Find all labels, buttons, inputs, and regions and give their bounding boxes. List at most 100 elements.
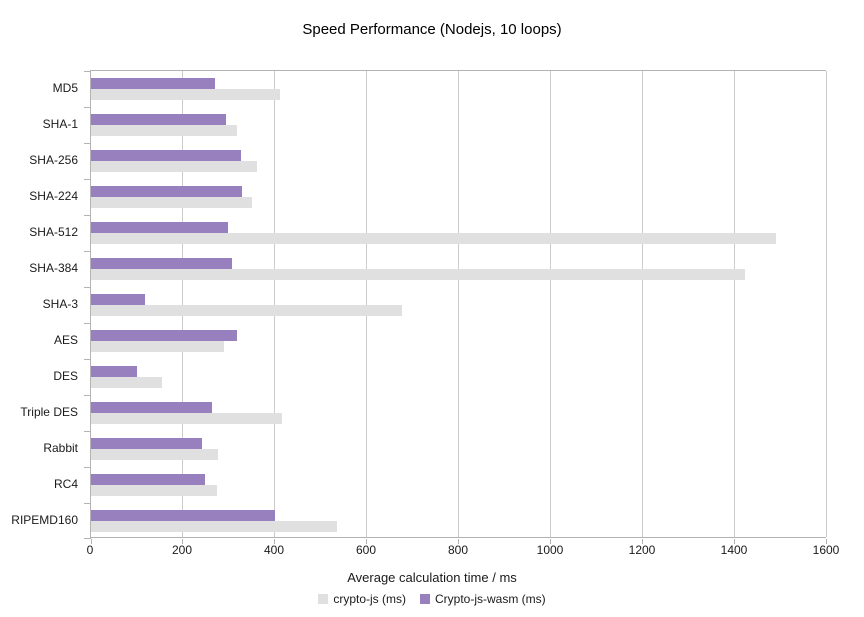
- x-axis-tick-label-600: 600: [355, 543, 377, 557]
- bar-crypto-js-ms--AES: [91, 341, 224, 352]
- bar-crypto-js-ms--SHA-3: [91, 305, 402, 316]
- bar-crypto-js-ms--SHA-512: [91, 233, 776, 244]
- bar-crypto-js-ms--SHA-224: [91, 197, 252, 208]
- x-axis-title: Average calculation time / ms: [347, 570, 517, 585]
- y-axis-tick: [84, 251, 91, 252]
- legend-label: Crypto-js-wasm (ms): [435, 592, 546, 606]
- x-axis-tick-800: [458, 539, 459, 544]
- bar-row-SHA-512: [91, 215, 827, 251]
- bar-row-SHA-3: [91, 287, 827, 323]
- bar-row-SHA-1: [91, 107, 827, 143]
- gridline-400: [274, 71, 275, 537]
- bar-row-SHA-256: [91, 143, 827, 179]
- bar-crypto-js-wasm-ms--RIPEMD160: [91, 510, 275, 521]
- y-axis-tick: [84, 538, 91, 539]
- y-axis-tick: [84, 395, 91, 396]
- bar-crypto-js-wasm-ms--AES: [91, 330, 237, 341]
- gridline-1400: [734, 71, 735, 537]
- y-axis-label-Triple DES: Triple DES: [20, 405, 78, 419]
- x-axis-tick-label-200: 200: [171, 543, 193, 557]
- bar-crypto-js-wasm-ms--SHA-3: [91, 294, 145, 305]
- gridline-1600: [826, 71, 827, 537]
- legend: crypto-js (ms) Crypto-js-wasm (ms): [0, 592, 864, 606]
- gridline-1000: [550, 71, 551, 537]
- bar-crypto-js-wasm-ms--SHA-384: [91, 258, 232, 269]
- bar-row-Rabbit: [91, 431, 827, 467]
- x-axis-tick-label-800: 800: [447, 543, 469, 557]
- y-axis-tick: [84, 71, 91, 72]
- y-axis-label-SHA-256: SHA-256: [29, 153, 78, 167]
- y-axis-label-SHA-1: SHA-1: [42, 117, 78, 131]
- gridline-800: [458, 71, 459, 537]
- gridline-600: [366, 71, 367, 537]
- bar-crypto-js-wasm-ms--Rabbit: [91, 438, 202, 449]
- bar-crypto-js-wasm-ms--DES: [91, 366, 137, 377]
- y-axis-label-Rabbit: Rabbit: [43, 441, 78, 455]
- x-axis-tick-label-0: 0: [86, 543, 94, 557]
- y-axis-label-SHA-384: SHA-384: [29, 261, 78, 275]
- y-axis-label-SHA-224: SHA-224: [29, 189, 78, 203]
- x-axis-tick-label-1000: 1000: [536, 543, 564, 557]
- bar-crypto-js-ms--SHA-384: [91, 269, 745, 280]
- x-axis-tick-1200: [642, 539, 643, 544]
- bar-row-MD5: [91, 71, 827, 107]
- y-axis-label-SHA-512: SHA-512: [29, 225, 78, 239]
- legend-label: crypto-js (ms): [333, 592, 406, 606]
- y-axis-tick: [84, 359, 91, 360]
- gridline-200: [182, 71, 183, 537]
- legend-item-crypto-js-ms-: crypto-js (ms): [318, 592, 406, 606]
- bar-crypto-js-wasm-ms--RC4: [91, 474, 205, 485]
- legend-swatch-icon: [318, 594, 329, 604]
- chart-title: Speed Performance (Nodejs, 10 loops): [302, 21, 562, 38]
- y-axis-tick: [84, 287, 91, 288]
- bar-row-RC4: [91, 467, 827, 503]
- y-axis-tick: [84, 143, 91, 144]
- x-axis-tick-200: [182, 539, 183, 544]
- x-axis-tick-0: [91, 539, 92, 544]
- legend-item-crypto-js-wasm-ms-: Crypto-js-wasm (ms): [420, 592, 546, 606]
- bar-crypto-js-ms--SHA-1: [91, 125, 237, 136]
- bar-row-SHA-224: [91, 179, 827, 215]
- bar-crypto-js-wasm-ms--SHA-512: [91, 222, 228, 233]
- y-axis-tick: [84, 503, 91, 504]
- y-axis-tick: [84, 323, 91, 324]
- bar-crypto-js-ms--MD5: [91, 89, 280, 100]
- legend-swatch-icon: [420, 594, 430, 604]
- y-axis-tick: [84, 467, 91, 468]
- bar-crypto-js-ms--RC4: [91, 485, 217, 496]
- bar-crypto-js-wasm-ms--SHA-224: [91, 186, 242, 197]
- bar-crypto-js-ms--SHA-256: [91, 161, 257, 172]
- bar-crypto-js-wasm-ms--MD5: [91, 78, 215, 89]
- bar-crypto-js-ms--DES: [91, 377, 162, 388]
- x-axis-tick-label-400: 400: [263, 543, 285, 557]
- y-axis-label-DES: DES: [53, 369, 78, 383]
- y-axis-label-MD5: MD5: [52, 81, 78, 95]
- bar-crypto-js-wasm-ms--SHA-256: [91, 150, 241, 161]
- bar-row-SHA-384: [91, 251, 827, 287]
- x-axis-tick-1000: [550, 539, 551, 544]
- bar-crypto-js-ms--RIPEMD160: [91, 521, 337, 532]
- y-axis-label-RC4: RC4: [53, 477, 78, 491]
- plot-area: [84, 70, 827, 544]
- x-axis-tick-1400: [734, 539, 735, 544]
- bar-crypto-js-wasm-ms--SHA-1: [91, 114, 226, 125]
- bar-row-DES: [91, 359, 827, 395]
- y-axis-label-SHA-3: SHA-3: [42, 297, 78, 311]
- bar-crypto-js-wasm-ms--Triple DES: [91, 402, 212, 413]
- x-axis-tick-label-1200: 1200: [628, 543, 656, 557]
- x-axis-tick-label-1400: 1400: [720, 543, 748, 557]
- bar-crypto-js-ms--Rabbit: [91, 449, 218, 460]
- bar-crypto-js-ms--Triple DES: [91, 413, 282, 424]
- bar-row-AES: [91, 323, 827, 359]
- y-axis-tick: [84, 179, 91, 180]
- x-axis-tick-400: [274, 539, 275, 544]
- bar-row-RIPEMD160: [91, 503, 827, 539]
- gridline-1200: [642, 71, 643, 537]
- x-axis-tick-label-1600: 1600: [812, 543, 840, 557]
- bar-row-Triple DES: [91, 395, 827, 431]
- y-axis-tick: [84, 431, 91, 432]
- y-axis-label-RIPEMD160: RIPEMD160: [11, 513, 78, 527]
- x-axis-tick-1600: [826, 539, 827, 544]
- x-axis-tick-600: [366, 539, 367, 544]
- y-axis-label-AES: AES: [53, 333, 78, 347]
